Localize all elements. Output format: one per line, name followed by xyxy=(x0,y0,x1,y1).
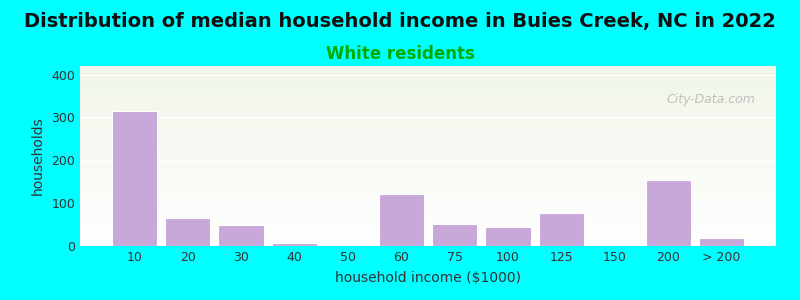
Text: White residents: White residents xyxy=(326,45,474,63)
Bar xyxy=(165,218,210,246)
Bar xyxy=(486,227,530,246)
Bar xyxy=(699,238,744,246)
Y-axis label: households: households xyxy=(30,117,44,195)
Text: Distribution of median household income in Buies Creek, NC in 2022: Distribution of median household income … xyxy=(24,12,776,31)
Bar xyxy=(378,194,424,246)
X-axis label: household income ($1000): household income ($1000) xyxy=(335,271,521,285)
Bar xyxy=(432,224,478,246)
Bar xyxy=(272,243,318,246)
Bar xyxy=(592,245,638,246)
Bar xyxy=(326,245,370,246)
Bar xyxy=(538,213,584,246)
Text: City-Data.com: City-Data.com xyxy=(666,93,755,106)
Bar xyxy=(646,180,691,246)
Bar xyxy=(112,111,157,246)
Bar xyxy=(218,225,264,246)
